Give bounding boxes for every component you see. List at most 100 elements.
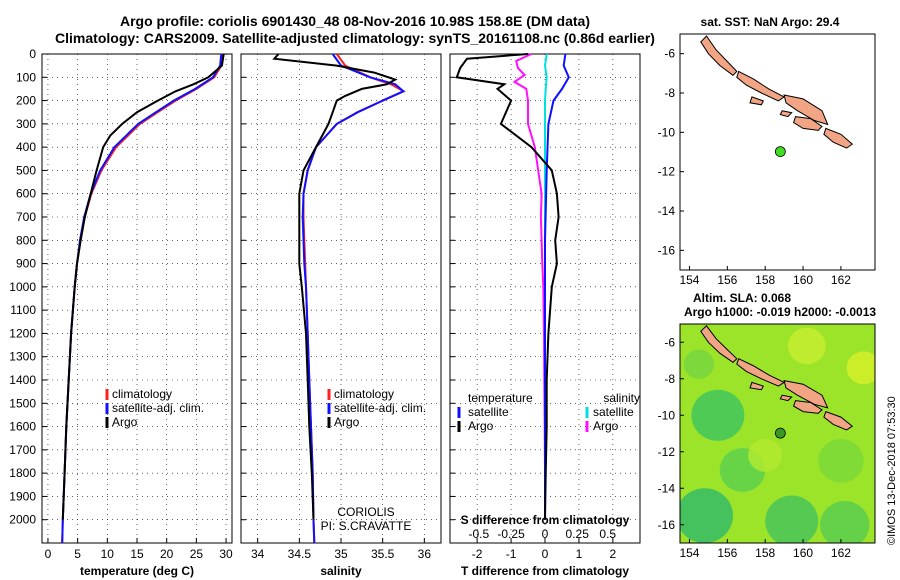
temperature-x-tick-label: 0: [45, 547, 52, 561]
map-lat-tick-label: -14: [658, 204, 676, 218]
sdiff-legend-label: satellite: [593, 405, 634, 419]
depth-tick-label: 1000: [9, 280, 36, 294]
sal-legend-label: climatology: [334, 387, 394, 401]
tdiff-argo-line: [455, 53, 560, 520]
depth-tick-label: 1800: [9, 466, 36, 480]
depth-tick-label: 300: [16, 117, 36, 131]
sla-anomaly-patch: [683, 349, 715, 379]
tdiff-x-tick-label: 2: [610, 547, 617, 561]
map-lat-tick-label: -8: [664, 86, 675, 100]
salinity-x-tick-label: 35.5: [371, 547, 395, 561]
sla-anomaly-patch: [818, 438, 864, 483]
depth-tick-label: 1700: [9, 443, 36, 457]
sal-axis-label: salinity: [320, 564, 362, 578]
temp-climatology-line: [61, 53, 224, 544]
sal-argo-line: [272, 53, 398, 520]
salinity-frame: [240, 53, 442, 544]
temperature-x-tick-label: 10: [101, 547, 115, 561]
salinity-x-tick-label: 34.5: [288, 547, 312, 561]
island-shape: [749, 381, 765, 391]
island-shape: [823, 127, 854, 149]
difference-frame: [449, 53, 641, 544]
sla-map-subtitle: Argo h1000: -0.019 h2000: -0.0013: [684, 305, 876, 319]
temperature-x-tick-label: 30: [219, 547, 233, 561]
map-lon-tick-label: 158: [755, 546, 775, 560]
sla-anomaly-patch: [820, 501, 870, 543]
map-lon-tick-label: 156: [717, 546, 737, 560]
sla-anomaly-patch: [787, 327, 826, 365]
map-lat-tick-label: -12: [658, 445, 676, 459]
island-shape: [779, 110, 793, 118]
temp-legend-label: Argo: [112, 415, 138, 429]
depth-tick-label: 400: [16, 140, 36, 154]
depth-tick-label: 700: [16, 210, 36, 224]
sdiff-x-tick-label: -0.25: [497, 527, 525, 541]
island-shape: [793, 116, 823, 131]
sst-map-title: sat. SST: NaN Argo: 29.4: [701, 15, 840, 29]
float-pi-label: PI: S.CRAVATTE: [321, 519, 412, 533]
tdiff-x-tick-label: 0: [542, 547, 549, 561]
sal-legend-label: satellite-adj. clim.: [334, 401, 426, 415]
sdiff-x-tick-label: 0.5: [599, 527, 616, 541]
title-line-1: Argo profile: coriolis 6901430_48 08-Nov…: [120, 13, 590, 29]
temperature-frame: [41, 53, 233, 544]
map-lat-tick-label: -6: [664, 47, 675, 61]
map-lon-tick-label: 154: [679, 273, 699, 287]
map-lat-tick-label: -10: [658, 408, 676, 422]
sla-anomaly-patch: [748, 438, 783, 472]
sla-anomaly-patch: [846, 351, 875, 385]
map-frame: [679, 323, 876, 544]
temp-axis-label: temperature (deg C): [80, 564, 194, 578]
depth-tick-label: 600: [16, 187, 36, 201]
temp-legend-label: climatology: [112, 387, 172, 401]
depth-tick-label: 900: [16, 257, 36, 271]
island-shape: [792, 400, 823, 414]
sdiff-axis-label: S difference from climatology: [461, 513, 630, 527]
sal-legend-label: Argo: [334, 415, 360, 429]
salinity-x-tick-label: 35: [334, 547, 348, 561]
imos-stamp: ©IMOS 13-Dec-2018 07:53:30: [886, 396, 898, 545]
sal-satellite-line: [301, 53, 406, 544]
temp-legend-label: satellite-adj. clim.: [112, 401, 204, 415]
map-frame: [679, 33, 876, 271]
depth-tick-label: 1400: [9, 373, 36, 387]
temperature-x-tick-label: 5: [74, 547, 81, 561]
island-shape: [783, 379, 829, 409]
depth-tick-label: 1500: [9, 396, 36, 410]
island-shape: [736, 70, 786, 102]
sdiff-x-tick-label: 0: [542, 527, 549, 541]
tdiff-legend-label: satellite: [468, 405, 509, 419]
depth-tick-label: 800: [16, 233, 36, 247]
sla-anomaly-patch: [691, 389, 745, 441]
map-lon-tick-label: 158: [755, 273, 775, 287]
island-shape: [783, 94, 829, 126]
map-lon-tick-label: 154: [679, 546, 699, 560]
map-lat-tick-label: -14: [658, 481, 676, 495]
sdiff-x-tick-label: -0.5: [468, 527, 489, 541]
legend-sal-title: salinity: [603, 391, 640, 405]
tdiff-satellite-line: [544, 53, 570, 520]
float-position-marker: [774, 427, 786, 439]
depth-tick-label: 1600: [9, 420, 36, 434]
temp-satellite-line: [61, 53, 223, 544]
depth-tick-label: 1100: [10, 303, 36, 317]
tdiff-x-tick-label: -1: [506, 547, 517, 561]
island-shape: [736, 358, 786, 387]
map-lat-tick-label: -16: [658, 518, 676, 532]
island-shape: [823, 410, 854, 431]
island-shape: [749, 96, 764, 106]
sdiff-x-tick-label: 0.25: [566, 527, 590, 541]
tdiff-x-tick-label: 1: [576, 547, 583, 561]
map-lat-tick-label: -8: [664, 372, 675, 386]
depth-tick-label: 100: [16, 70, 36, 84]
island-shape: [779, 394, 793, 402]
title-line-2: Climatology: CARS2009. Satellite-adjuste…: [55, 30, 655, 46]
map-lat-tick-label: -6: [664, 335, 675, 349]
map-lon-tick-label: 160: [793, 273, 813, 287]
depth-tick-label: 1300: [9, 350, 36, 364]
sal-climatology-line: [302, 53, 406, 544]
tdiff-legend-label: Argo: [468, 419, 494, 433]
sla-field: [680, 324, 875, 543]
depth-tick-label: 0: [29, 47, 36, 61]
